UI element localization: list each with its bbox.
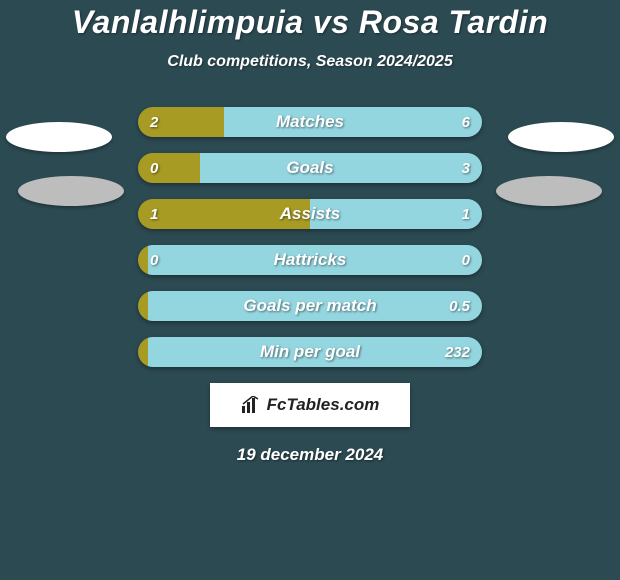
bar-right-segment [148,337,482,367]
bar-right-segment [148,245,482,275]
right-badge-2 [496,176,602,206]
left-badge-1 [6,122,112,152]
stat-bar: Hattricks00 [138,245,482,275]
fctables-logo: FcTables.com [210,383,410,427]
date-text: 19 december 2024 [0,445,620,465]
bar-right-segment [200,153,482,183]
stat-bar: Goals03 [138,153,482,183]
bar-left-segment [138,153,200,183]
stat-bars: Matches26 Goals03 Assists11 Hattricks00 Goal… [138,107,482,367]
stat-bar: Matches26 [138,107,482,137]
comparison-infographic: Vanlalhlimpuia vs Rosa Tardin Club compe… [0,0,620,465]
logo-text: FcTables.com [267,395,380,415]
bar-left-segment [138,245,148,275]
stat-bar: Assists11 [138,199,482,229]
bar-left-segment [138,291,148,321]
chart-icon [241,396,261,414]
bar-right-segment [224,107,482,137]
stat-bar: Goals per match0.5 [138,291,482,321]
left-badge-2 [18,176,124,206]
right-badge-1 [508,122,614,152]
bar-right-segment [310,199,482,229]
subtitle: Club competitions, Season 2024/2025 [0,53,620,71]
page-title: Vanlalhlimpuia vs Rosa Tardin [0,4,620,41]
bar-left-segment [138,107,224,137]
bar-left-segment [138,337,148,367]
bar-left-segment [138,199,310,229]
stat-bar: Min per goal232 [138,337,482,367]
bar-right-segment [148,291,482,321]
